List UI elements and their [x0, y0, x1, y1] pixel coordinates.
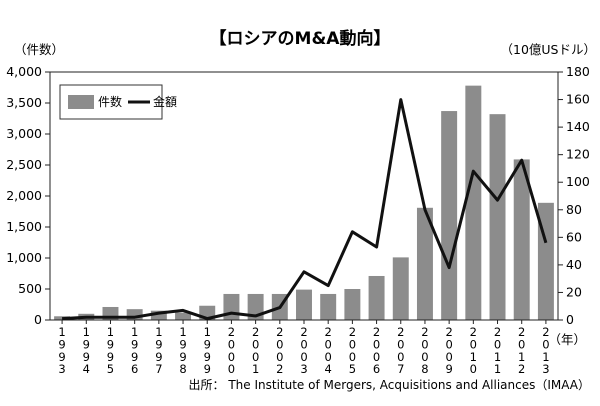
left-tick-label: 0 [34, 312, 42, 327]
left-tick-label: 1,000 [6, 250, 42, 265]
right-tick-label: 100 [566, 174, 590, 189]
bar [416, 207, 433, 320]
right-tick-label: 120 [566, 147, 590, 162]
right-tick-label: 20 [566, 284, 582, 299]
left-tick-label: 2,500 [6, 157, 42, 172]
bar [296, 289, 312, 320]
bar [223, 293, 240, 320]
legend-swatch-bars [68, 95, 94, 109]
bar [489, 114, 506, 320]
bar [392, 257, 409, 320]
right-tick-label: 40 [566, 257, 582, 272]
right-tick-label: 180 [566, 64, 590, 79]
left-axis-unit: （件数） [14, 42, 64, 57]
bar [513, 159, 530, 320]
plot-area: 0 500 1,000 1,500 2,000 2,500 3,000 3,500 4,000 0… [6, 64, 590, 376]
right-tick-label: 160 [566, 92, 590, 107]
left-tick-label: 4,000 [6, 64, 42, 79]
left-tick-label: 500 [18, 281, 42, 296]
right-tick-label: 140 [566, 119, 590, 134]
bar [320, 293, 337, 320]
bar [441, 111, 458, 320]
right-axis-unit: （10億USドル） [501, 42, 597, 57]
right-tick-label: 0 [566, 312, 574, 327]
right-tick-label: 60 [566, 229, 582, 244]
bar [175, 312, 192, 320]
legend-label-bars: 件数 [98, 94, 122, 109]
source-note: 出所： The Institute of Mergers, Acquisitio… [189, 378, 590, 392]
left-tick-label: 3,000 [6, 126, 42, 141]
legend-label-line: 金額 [153, 94, 177, 109]
chart-title: 【ロシアのM&A動向】 [210, 28, 391, 49]
x-axis-unit: （年） [548, 332, 586, 347]
left-tick-label: 2,000 [6, 188, 42, 203]
right-tick-label: 80 [566, 202, 582, 217]
bar [368, 275, 385, 320]
bar [126, 309, 143, 320]
bar [344, 289, 361, 320]
series-line-kingaku [62, 98, 548, 321]
left-tick-label: 1,500 [6, 219, 42, 234]
left-tick-label: 3,500 [6, 95, 42, 110]
bar [150, 310, 167, 320]
bar [465, 85, 482, 320]
legend: 件数 金額 [59, 84, 177, 120]
